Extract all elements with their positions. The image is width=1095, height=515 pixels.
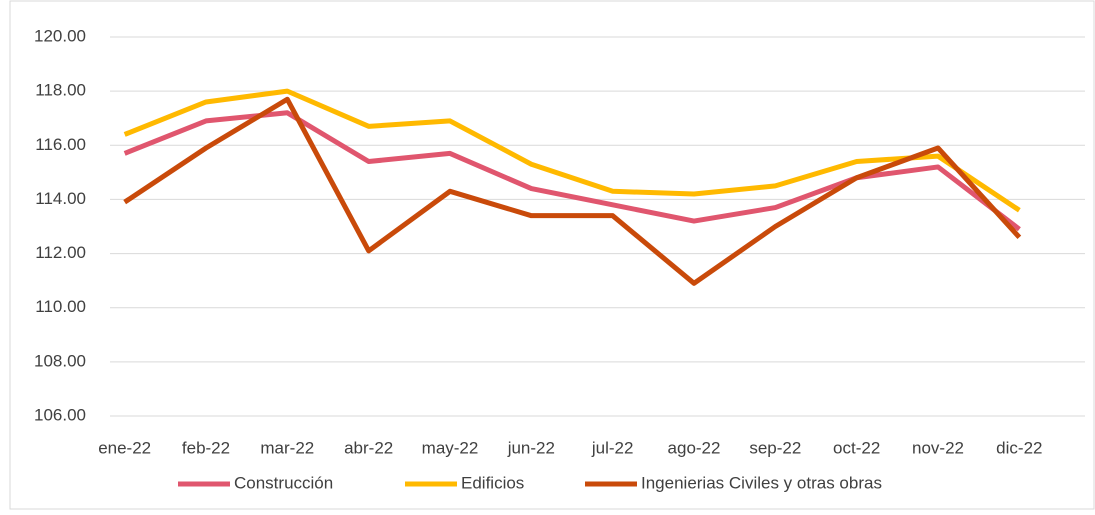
x-tick-label: may-22 xyxy=(422,438,479,457)
x-tick-label: ene-22 xyxy=(98,438,151,457)
series-line xyxy=(123,96,1022,286)
y-tick-label: 116.00 xyxy=(35,135,86,154)
legend-label: Construcción xyxy=(234,473,333,492)
x-tick-label: jun-22 xyxy=(507,438,555,457)
y-tick-label: 118.00 xyxy=(35,81,86,100)
x-tick-label: oct-22 xyxy=(833,438,880,457)
y-tick-label: 112.00 xyxy=(35,243,86,262)
x-tick-label: sep-22 xyxy=(749,438,801,457)
y-tick-label: 114.00 xyxy=(35,189,86,208)
x-tick-label: jul-22 xyxy=(591,438,634,457)
y-tick-label: 120.00 xyxy=(34,26,86,45)
y-tick-label: 108.00 xyxy=(34,351,86,370)
series-line xyxy=(123,110,1021,232)
y-tick-label: 110.00 xyxy=(35,297,86,316)
legend-label: Edificios xyxy=(461,473,524,492)
series-line xyxy=(123,88,1021,213)
x-tick-label: feb-22 xyxy=(182,438,230,457)
chart-border xyxy=(9,0,1095,510)
x-tick-label: nov-22 xyxy=(912,438,964,457)
x-tick-label: dic-22 xyxy=(996,438,1042,457)
x-tick-label: mar-22 xyxy=(260,438,314,457)
x-tick-label: abr-22 xyxy=(344,438,393,457)
y-tick-label: 106.00 xyxy=(34,405,86,424)
x-tick-label: ago-22 xyxy=(668,438,721,457)
legend-label: Ingenierias Civiles y otras obras xyxy=(641,473,882,492)
